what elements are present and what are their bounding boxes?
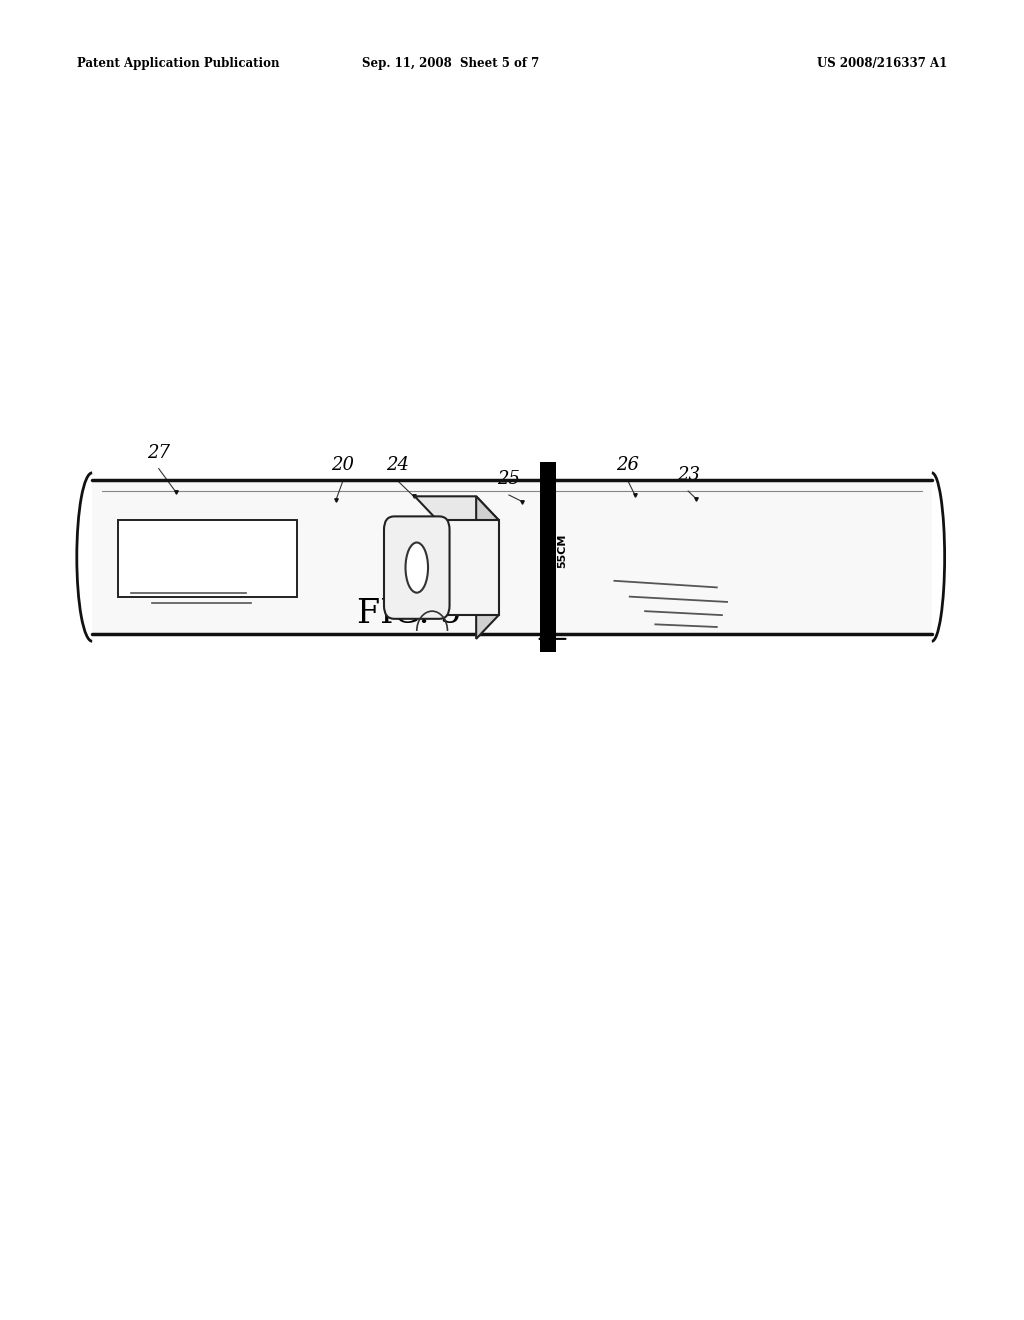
Polygon shape [476,496,499,639]
Text: US 2008/216337 A1: US 2008/216337 A1 [817,57,947,70]
Bar [437,520,499,615]
Text: FIG. 5: FIG. 5 [357,598,462,630]
Ellipse shape [406,543,428,593]
Text: 20: 20 [332,455,354,474]
Bar [92,480,932,634]
Text: 27: 27 [147,444,170,462]
Text: 25: 25 [498,470,520,488]
Text: Sep. 11, 2008  Sheet 5 of 7: Sep. 11, 2008 Sheet 5 of 7 [361,57,540,70]
Bar [540,462,556,652]
FancyBboxPatch shape [384,516,450,619]
Text: 26: 26 [616,455,639,474]
Text: 55CM: 55CM [557,533,567,568]
Polygon shape [415,496,499,520]
Text: Patent Application Publication: Patent Application Publication [77,57,280,70]
Text: 24: 24 [386,455,409,474]
FancyBboxPatch shape [118,520,297,597]
Text: 23: 23 [677,466,699,484]
Bar [432,552,442,583]
